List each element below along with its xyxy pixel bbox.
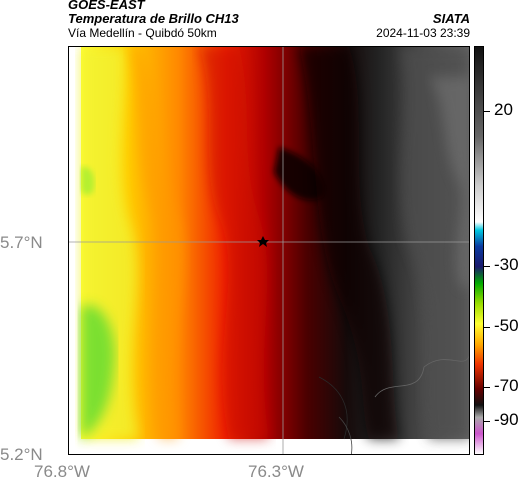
- light-gray-streak: [429, 77, 469, 287]
- colorbar-fill: [475, 47, 483, 454]
- title-block: GOES-EAST Temperatura de Brillo CH13 Vía…: [68, 0, 239, 40]
- product-title: Temperatura de Brillo CH13: [68, 11, 239, 26]
- datetime-label: 2024-11-03 23:39: [376, 26, 470, 40]
- region-subtitle: Vía Medellín - Quibdó 50km: [68, 26, 217, 40]
- colorbar-label-20: 20: [494, 100, 513, 119]
- colorbar: [474, 46, 484, 455]
- colorbar-gradient: [475, 47, 483, 454]
- river-line: [318, 376, 348, 440]
- satellite-title: GOES-EAST: [68, 0, 145, 12]
- lon-label-76.3: 76.3°W: [248, 462, 304, 481]
- border-line-east: [374, 355, 469, 398]
- star-marker: [257, 236, 269, 247]
- colorbar-tick-minus50: [484, 327, 490, 328]
- colorbar-label-minus50: -50: [494, 316, 519, 335]
- green-patch: [81, 305, 115, 439]
- colorbar-label-minus90: -90: [494, 410, 519, 429]
- colorbar-label-minus70: -70: [494, 376, 519, 395]
- border-line-south: [338, 416, 353, 454]
- lat-label-5.7: 5.7°N: [0, 233, 43, 252]
- dark-core: [274, 147, 325, 201]
- colorbar-tick-minus30: [484, 266, 490, 267]
- red-band: [199, 47, 269, 439]
- orange-band: [129, 47, 185, 439]
- brand-label: SIATA: [432, 11, 470, 26]
- lon-label-76.8: 76.8°W: [34, 462, 90, 481]
- colorbar-tick-20: [484, 111, 490, 112]
- colorbar-label-minus30: -30: [494, 255, 519, 274]
- green-patch-upper: [81, 166, 95, 195]
- colorbar-tick-minus90: [484, 421, 490, 422]
- lat-label-5.2: 5.2°N: [0, 445, 43, 464]
- brightness-temperature-map: [69, 47, 469, 454]
- map-panel: [68, 46, 470, 455]
- dark-band: [299, 47, 399, 439]
- brand-block: SIATA 2024-11-03 23:39: [376, 11, 470, 41]
- colorbar-tick-minus70: [484, 387, 490, 388]
